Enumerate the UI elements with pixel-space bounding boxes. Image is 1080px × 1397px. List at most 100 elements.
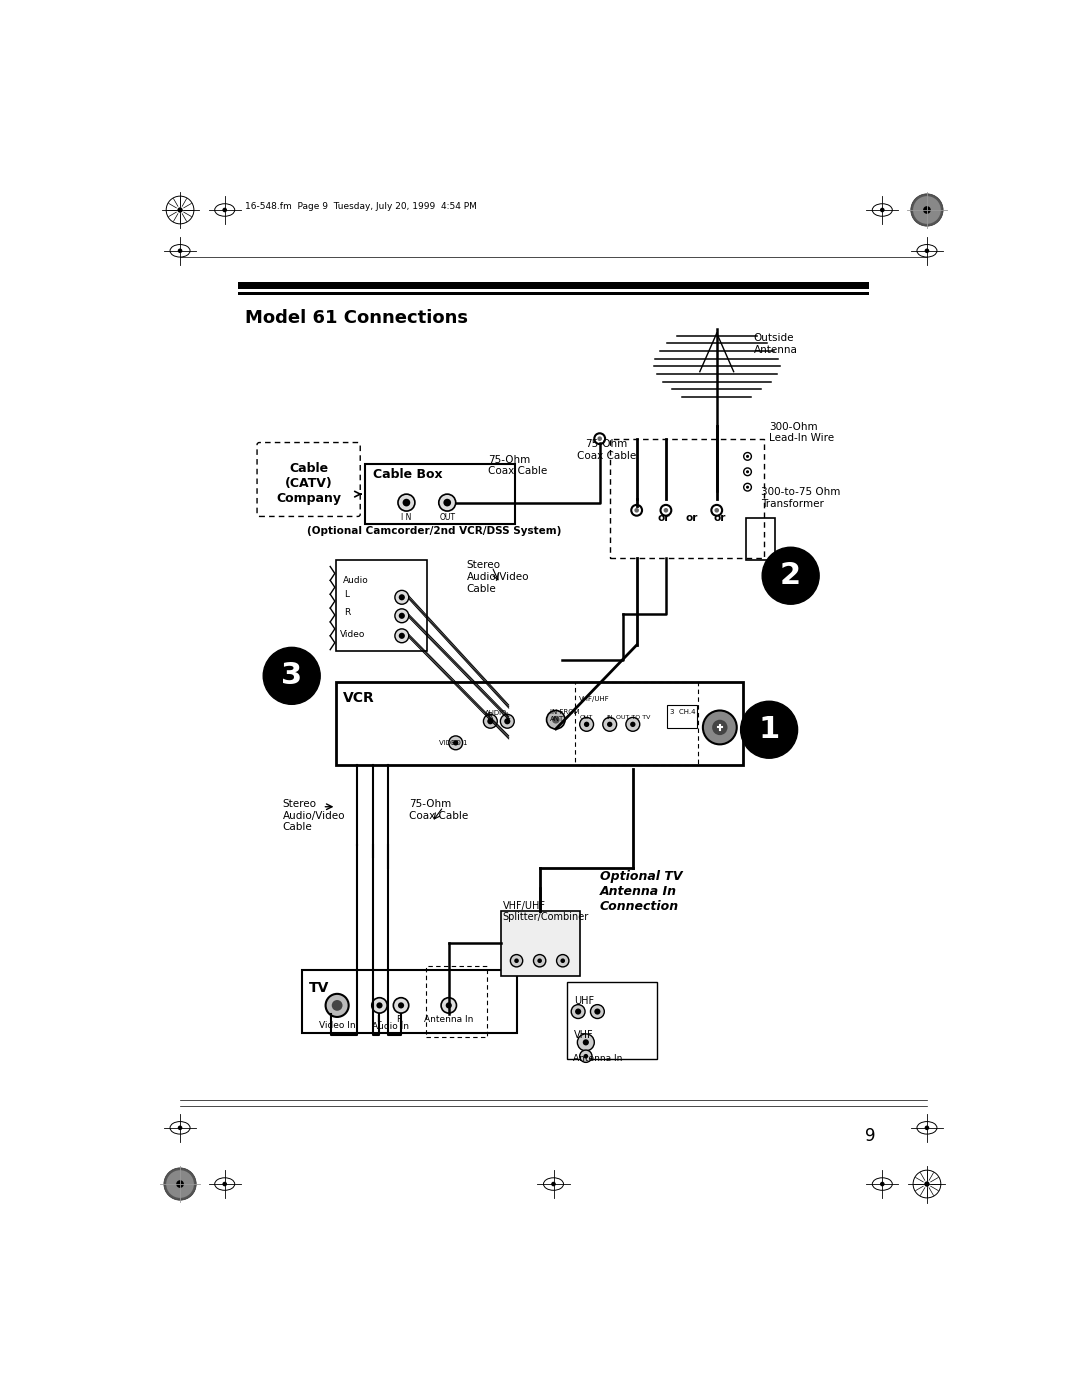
Text: 75-Ohm
Coax Cable: 75-Ohm Coax Cable bbox=[488, 455, 548, 476]
Circle shape bbox=[880, 208, 885, 212]
Circle shape bbox=[923, 207, 931, 214]
Circle shape bbox=[746, 486, 750, 489]
Text: 75-Ohm
Coax Cable: 75-Ohm Coax Cable bbox=[577, 440, 636, 461]
Circle shape bbox=[746, 471, 750, 474]
Text: OUT: OUT bbox=[580, 715, 593, 719]
Text: 1: 1 bbox=[758, 715, 780, 745]
Ellipse shape bbox=[917, 244, 937, 257]
Circle shape bbox=[556, 954, 569, 967]
Circle shape bbox=[584, 722, 590, 726]
Circle shape bbox=[583, 1053, 589, 1059]
Bar bbox=[238, 292, 869, 295]
Circle shape bbox=[377, 1002, 382, 1009]
Circle shape bbox=[399, 613, 405, 619]
Circle shape bbox=[591, 1004, 605, 1018]
Circle shape bbox=[395, 591, 408, 605]
Circle shape bbox=[395, 629, 408, 643]
Circle shape bbox=[178, 249, 183, 253]
Circle shape bbox=[164, 1168, 197, 1200]
Circle shape bbox=[504, 718, 511, 725]
Circle shape bbox=[441, 997, 457, 1013]
Text: or: or bbox=[686, 513, 699, 522]
Circle shape bbox=[880, 1182, 885, 1186]
Bar bbox=[365, 464, 515, 524]
Circle shape bbox=[924, 1182, 930, 1186]
Circle shape bbox=[403, 499, 410, 507]
Circle shape bbox=[583, 1039, 589, 1045]
Circle shape bbox=[325, 993, 349, 1017]
Ellipse shape bbox=[873, 204, 892, 217]
Text: Video: Video bbox=[340, 630, 366, 638]
Ellipse shape bbox=[873, 1178, 892, 1190]
Text: Audio: Audio bbox=[342, 576, 368, 585]
Text: VHF/UHF: VHF/UHF bbox=[579, 696, 609, 701]
Circle shape bbox=[910, 194, 943, 226]
Bar bbox=[336, 682, 743, 766]
Ellipse shape bbox=[917, 1122, 937, 1134]
Circle shape bbox=[580, 1051, 592, 1062]
Text: OUT: OUT bbox=[440, 513, 456, 522]
Text: Cable
(CATV)
Company: Cable (CATV) Company bbox=[276, 462, 341, 504]
Circle shape bbox=[444, 499, 451, 507]
Text: 300-to-75 Ohm
Transformer: 300-to-75 Ohm Transformer bbox=[761, 488, 840, 509]
Circle shape bbox=[514, 958, 518, 963]
Circle shape bbox=[746, 455, 750, 458]
Circle shape bbox=[332, 1000, 342, 1011]
Circle shape bbox=[597, 436, 602, 441]
Circle shape bbox=[715, 509, 719, 513]
Circle shape bbox=[663, 509, 669, 513]
Text: 16-548.fm  Page 9  Tuesday, July 20, 1999  4:54 PM: 16-548.fm Page 9 Tuesday, July 20, 1999 … bbox=[245, 201, 477, 211]
Text: or: or bbox=[658, 513, 670, 522]
Circle shape bbox=[571, 1004, 585, 1018]
Text: VHF: VHF bbox=[575, 1030, 594, 1039]
Circle shape bbox=[264, 647, 320, 704]
Text: L: L bbox=[505, 712, 510, 721]
Circle shape bbox=[484, 714, 497, 728]
Text: VCR: VCR bbox=[342, 692, 375, 705]
Text: Cable Box: Cable Box bbox=[373, 468, 442, 481]
Text: Video In: Video In bbox=[319, 1021, 355, 1030]
Text: I N: I N bbox=[402, 513, 411, 522]
Text: IN: IN bbox=[606, 715, 613, 719]
Text: Antenna In: Antenna In bbox=[572, 1053, 622, 1063]
Circle shape bbox=[178, 1126, 183, 1130]
Circle shape bbox=[534, 954, 545, 967]
Circle shape bbox=[578, 1034, 594, 1051]
Text: TV: TV bbox=[309, 981, 329, 995]
Text: (Optional Camcorder/2nd VCR/DSS System): (Optional Camcorder/2nd VCR/DSS System) bbox=[307, 525, 562, 535]
Circle shape bbox=[762, 548, 819, 605]
Circle shape bbox=[222, 208, 227, 212]
Text: 2: 2 bbox=[780, 562, 801, 591]
Text: R: R bbox=[396, 1016, 403, 1024]
Text: Stereo
Audio/Video
Cable: Stereo Audio/Video Cable bbox=[283, 799, 345, 833]
Circle shape bbox=[222, 1182, 227, 1186]
Circle shape bbox=[924, 249, 929, 253]
Circle shape bbox=[446, 1002, 451, 1009]
Bar bbox=[501, 911, 580, 977]
Circle shape bbox=[166, 1171, 194, 1197]
Text: 75-Ohm
Coax Cable: 75-Ohm Coax Cable bbox=[408, 799, 468, 820]
Bar bbox=[238, 282, 869, 289]
Circle shape bbox=[634, 509, 639, 513]
Text: Model 61 Connections: Model 61 Connections bbox=[245, 309, 469, 327]
Ellipse shape bbox=[215, 1178, 234, 1190]
Circle shape bbox=[552, 715, 559, 724]
Text: R: R bbox=[488, 712, 494, 721]
Bar bbox=[667, 705, 697, 728]
Text: 3  CH.4: 3 CH.4 bbox=[670, 708, 696, 715]
Circle shape bbox=[538, 958, 542, 963]
Circle shape bbox=[511, 954, 523, 967]
Text: VHF/UHF
Splitter/Combiner: VHF/UHF Splitter/Combiner bbox=[502, 901, 589, 922]
Circle shape bbox=[924, 1126, 929, 1130]
Ellipse shape bbox=[170, 244, 190, 257]
Circle shape bbox=[449, 736, 462, 750]
Circle shape bbox=[546, 711, 565, 729]
Bar bbox=[610, 439, 764, 557]
Circle shape bbox=[626, 718, 639, 731]
Text: R: R bbox=[345, 608, 350, 617]
Bar bbox=[575, 682, 699, 766]
Text: L: L bbox=[345, 590, 349, 598]
Bar bbox=[567, 982, 658, 1059]
Ellipse shape bbox=[215, 204, 234, 217]
Circle shape bbox=[372, 997, 387, 1013]
